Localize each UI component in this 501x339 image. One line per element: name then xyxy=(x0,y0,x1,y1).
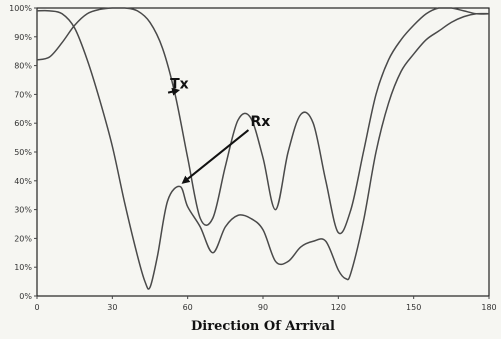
x-tick-label: 0 xyxy=(34,303,39,312)
y-tick-label: 60% xyxy=(14,119,32,128)
x-tick-label: 180 xyxy=(481,303,496,312)
y-tick-label: 70% xyxy=(14,90,32,99)
annotation-arrow-tx xyxy=(167,87,181,96)
series-line-tx xyxy=(36,7,490,235)
series-line-rx xyxy=(36,9,490,290)
y-tick-label: 100% xyxy=(9,4,32,13)
y-tick-label: 20% xyxy=(14,234,32,243)
y-tick-label: 10% xyxy=(14,263,32,272)
annotations: Tx Rx xyxy=(167,77,270,184)
y-tick-label: 90% xyxy=(14,33,32,42)
x-tick-label: 120 xyxy=(331,303,346,312)
x-axis-ticks: 0 30 60 90 120 150 180 xyxy=(34,296,497,312)
x-tick-label: 90 xyxy=(258,303,268,312)
x-tick-label: 30 xyxy=(107,303,117,312)
y-tick-label: 40% xyxy=(14,177,32,186)
y-tick-label: 50% xyxy=(14,148,32,157)
y-tick-label: 0% xyxy=(19,292,32,301)
y-tick-label: 80% xyxy=(14,62,32,71)
x-tick-label: 150 xyxy=(406,303,421,312)
y-axis-ticks: 0% 10% 20% 30% 40% 50% 60% 70% 80% 90% 100% xyxy=(9,4,37,301)
annotation-tx: Tx xyxy=(170,77,189,93)
annotation-arrow-rx xyxy=(181,129,250,184)
plot-area xyxy=(36,7,490,297)
x-axis-label: Direction Of Arrival xyxy=(191,319,335,334)
annotation-rx: Rx xyxy=(250,114,270,130)
series-layer xyxy=(36,7,490,290)
x-tick-label: 60 xyxy=(183,303,193,312)
y-tick-label: 30% xyxy=(14,206,32,215)
